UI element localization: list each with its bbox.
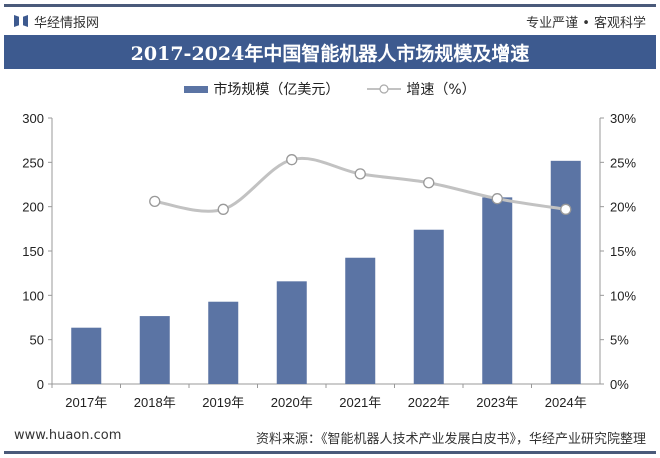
bar-2020年 [276, 281, 307, 384]
legend: 市场规模（亿美元） 增速（%） [0, 79, 660, 99]
bar-2018年 [139, 316, 170, 384]
x-tick-label: 2017年 [65, 395, 107, 410]
y-right-tick-label: 30% [610, 111, 636, 126]
legend-label: 增速（%） [406, 82, 476, 98]
bar-2017年 [71, 327, 102, 384]
y-right-tick-label: 15% [610, 244, 636, 259]
bar-2023年 [482, 197, 513, 384]
growth-point-2023年 [491, 193, 503, 205]
legend-item-line: 增速（%） [367, 79, 476, 99]
x-tick-label: 2019年 [202, 395, 244, 410]
bar-2022年 [413, 229, 444, 384]
x-tick-label: 2021年 [339, 395, 381, 410]
x-tick-label: 2020年 [271, 395, 313, 410]
growth-point-2021年 [354, 168, 366, 180]
x-tick-label: 2022年 [408, 395, 450, 410]
x-tick-label: 2023年 [476, 395, 518, 410]
growth-point-2018年 [149, 195, 161, 207]
footer: www.huaon.com 资料来源：《智能机器人技术产业发展白皮书》，华经产业… [14, 428, 646, 447]
website: www.huaon.com [14, 428, 122, 443]
y-right-tick-label: 5% [610, 333, 629, 348]
growth-point-2022年 [423, 177, 435, 189]
x-tick-label: 2024年 [545, 395, 587, 410]
y-left-tick-label: 250 [22, 155, 44, 170]
y-left-tick-label: 300 [22, 111, 44, 126]
bottom-rule [4, 451, 656, 454]
y-right-tick-label: 0% [610, 377, 629, 392]
brand-name: 华经情报网 [34, 15, 100, 31]
legend-label: 市场规模（亿美元） [213, 82, 340, 98]
y-left-tick-label: 0 [37, 377, 44, 392]
y-right-tick-label: 25% [610, 155, 636, 170]
y-right-tick-label: 20% [610, 200, 636, 215]
legend-item-bar: 市场规模（亿美元） [184, 79, 339, 99]
bar-2024年 [550, 160, 581, 384]
legend-bar-swatch [184, 85, 209, 93]
brand: 华经情报网 [14, 12, 99, 31]
bar-2021年 [345, 257, 376, 384]
growth-point-2024年 [560, 203, 572, 215]
legend-line-swatch [367, 84, 402, 94]
slogan: 专业严谨 • 客观科学 [526, 15, 646, 31]
y-left-tick-label: 150 [22, 244, 44, 259]
growth-point-2019年 [217, 203, 229, 215]
chart-title: 2017-2024年中国智能机器人市场规模及增速 [4, 35, 656, 69]
y-left-tick-label: 200 [22, 200, 44, 215]
growth-point-2020年 [286, 154, 298, 166]
y-left-tick-label: 50 [30, 333, 44, 348]
y-right-tick-label: 10% [610, 288, 636, 303]
source-note: 资料来源：《智能机器人技术产业发展白皮书》，华经产业研究院整理 [255, 432, 646, 447]
top-rule [4, 4, 656, 7]
y-left-tick-label: 100 [22, 288, 44, 303]
bar-2019年 [208, 301, 239, 384]
header: 华经情报网 专业严谨 • 客观科学 [14, 9, 646, 33]
x-tick-label: 2018年 [134, 395, 176, 410]
